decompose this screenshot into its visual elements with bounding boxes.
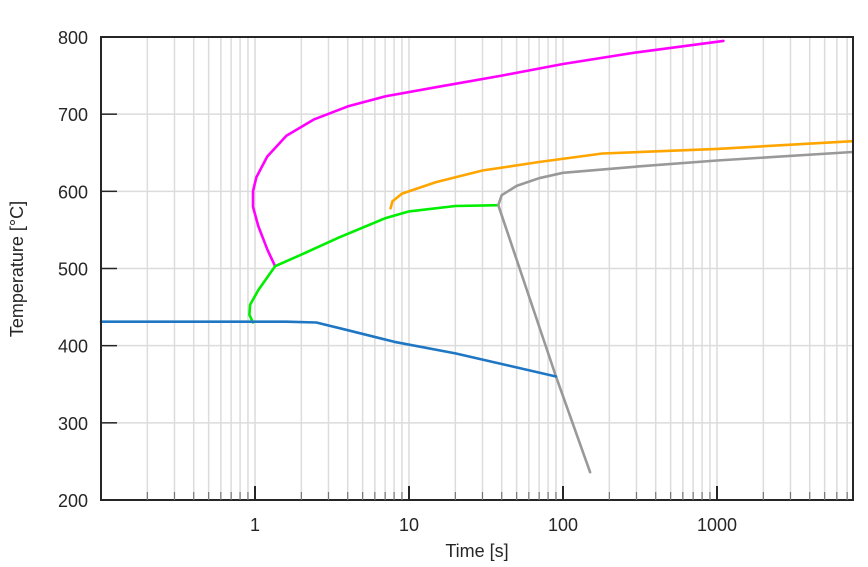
data-series	[99, 39, 854, 474]
y-tick-label: 700	[58, 105, 88, 125]
grid-lines	[101, 37, 853, 500]
series-orange-line	[389, 139, 854, 210]
x-tick-label: 1	[250, 515, 260, 535]
y-tick-label: 200	[58, 491, 88, 511]
y-tick-label: 400	[58, 337, 88, 357]
axis-ticks	[101, 36, 848, 501]
y-axis-label: Temperature [°C]	[7, 201, 27, 337]
y-tick-label: 800	[58, 28, 88, 48]
series-green-line	[248, 203, 500, 324]
series-blue-line	[99, 320, 558, 378]
series-gray-line	[496, 203, 592, 474]
series-gray-line	[496, 150, 854, 207]
x-axis-label: Time [s]	[445, 541, 508, 561]
y-tick-label: 600	[58, 182, 88, 202]
x-tick-label: 1000	[697, 515, 737, 535]
y-tick-label: 500	[58, 260, 88, 280]
series-magenta-line	[251, 39, 725, 268]
x-tick-label: 10	[399, 515, 419, 535]
y-tick-label: 300	[58, 414, 88, 434]
x-axis-tick-labels: 1 10 100 1000	[250, 515, 737, 535]
x-tick-label: 100	[548, 515, 578, 535]
y-axis-tick-labels: 200 300 400 500 600 700 800	[58, 28, 88, 511]
